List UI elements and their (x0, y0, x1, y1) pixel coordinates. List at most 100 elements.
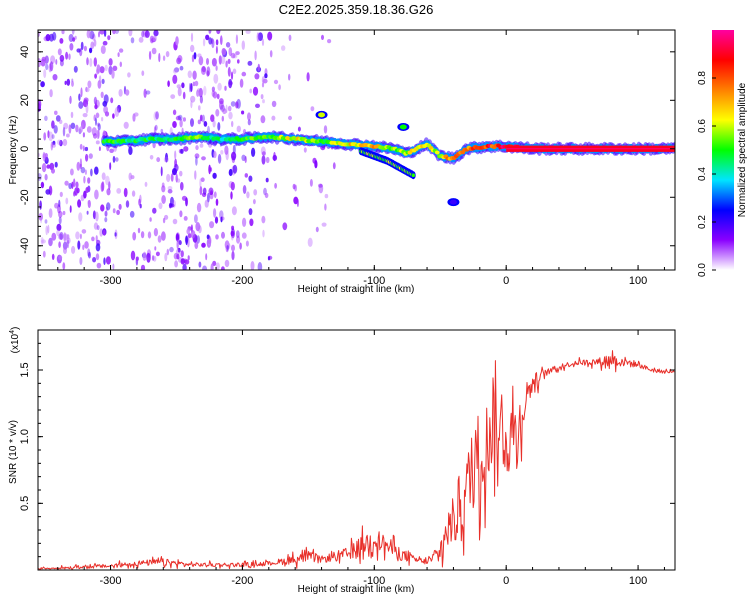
spectrogram-noise-cell (106, 188, 111, 196)
spectrogram-noise-cell (153, 255, 157, 262)
spectrogram-noise-cell (212, 119, 216, 128)
spectrogram-noise-cell (179, 119, 183, 128)
spectrogram-noise-cell (65, 51, 69, 60)
spectrogram-noise-cell (175, 36, 179, 46)
spectrogram-noise-cell (102, 40, 108, 46)
spectrogram-noise-cell (288, 115, 292, 121)
colorbar-tick-label: 0.0 (697, 263, 708, 277)
spectrogram-noise-cell (41, 239, 46, 244)
spectrogram-noise-cell (68, 124, 72, 134)
spectrogram-noise-cell (324, 203, 327, 211)
spectrogram-noise-cell (162, 217, 166, 224)
spectrogram-noise-cell (248, 208, 253, 216)
spectrogram-noise-cell (51, 168, 55, 174)
spectrogram-noise-cell (166, 173, 171, 183)
spectrogram-noise-cell (101, 78, 105, 85)
spectrogram-noise-cell (278, 84, 281, 91)
spectrogram-noise-cell (90, 168, 93, 177)
spectrogram-noise-cell (261, 76, 265, 84)
spectrogram-noise-cell (45, 225, 48, 236)
spectrogram-ridge (101, 110, 675, 207)
spectrogram-noise-cell (250, 261, 255, 270)
spectrogram-noise-cell (198, 56, 204, 66)
spectrogram-noise-cell (221, 48, 227, 56)
spectrogram-noise-cell (69, 205, 72, 213)
spectrogram-noise-cell (242, 217, 247, 227)
spectrogram-noise-cell (164, 252, 168, 262)
snr-x-axis: -300 -200 -100 0 100 (57, 330, 665, 587)
spectrogram-noise-cell (162, 55, 166, 61)
spectrogram-noise-cell (95, 102, 98, 110)
spectrogram-noise-cell (262, 229, 265, 238)
spectrogram-noise-cell (201, 242, 206, 248)
spectrogram-noise-cell (42, 151, 46, 162)
spectrogram-noise-cell (247, 119, 251, 126)
spectrogram-noise-cell (96, 262, 102, 269)
spectrogram-noise-cell (65, 197, 69, 205)
spectrogram-noise-cell (215, 109, 220, 117)
spectrogram-noise-cell (155, 251, 160, 257)
spectrogram-noise-cell (64, 180, 69, 186)
spectrogram-frame (37, 29, 676, 271)
chart-title: C2E2.2025.359.18.36.G26 (279, 2, 434, 17)
spectrogram-noise-cell (271, 115, 276, 121)
spectrogram-noise-cell (110, 97, 114, 104)
spectrogram-noise-cell (179, 65, 184, 71)
spectrogram-noise-cell (161, 185, 166, 193)
spectrogram-noise-cell (220, 216, 223, 223)
spectrogram-noise-cell (88, 153, 93, 159)
spectrogram-noise-cell (96, 64, 101, 74)
spectrogram-noise-cell (219, 100, 224, 110)
spectrogram-noise-cell (192, 70, 197, 80)
spectrogram-noise-cell (41, 56, 46, 62)
spectrogram-noise-cell (327, 39, 332, 44)
spectrogram-noise-cell (236, 235, 241, 244)
spectrogram-noise-cell (208, 30, 212, 35)
spectrogram-noise-cell (70, 111, 74, 119)
spectrogram-noise-cell (109, 162, 112, 171)
spectrogram-noise-cell (261, 82, 265, 88)
spectrogram-noise-cell (58, 199, 61, 208)
spectrogram-noise-cell (245, 240, 249, 247)
spectrogram-noise-cell (199, 178, 202, 188)
spectrogram-noise-cell (93, 39, 97, 47)
spectrogram-noise-cell (210, 190, 213, 196)
spectrogram-noise-cell (55, 115, 61, 122)
spectrogram-noise-cell (63, 122, 69, 130)
spectrogram-noise-cell (70, 122, 76, 129)
spectrogram-noise-cell (239, 242, 242, 250)
spectrogram-noise-cell (235, 51, 240, 56)
spectrogram-noise-cell (323, 125, 328, 134)
spectrogram-noise-cell (183, 216, 188, 221)
spectrogram-noise-cell (210, 263, 214, 270)
spectrogram-noise-cell (248, 175, 253, 182)
x-tick-label: -300 (100, 275, 122, 287)
spectrogram-noise-cell (273, 79, 279, 85)
spectrogram-noise-cell (104, 111, 110, 117)
spectrogram-noise-cell (182, 91, 186, 100)
spectrogram-noise-cell (62, 262, 66, 270)
spectrogram-noise-cell (207, 192, 210, 203)
spectrogram-noise-cell (191, 54, 195, 63)
spectrogram-noise-cell (147, 231, 152, 239)
y-tick-label: 40 (19, 46, 31, 58)
spectrogram-noise-cell (202, 187, 207, 195)
spectrogram-x-label: Height of straight line (km) (298, 284, 415, 295)
spectrogram-noise-cell (242, 185, 247, 194)
spectrogram-noise-cell (182, 263, 187, 270)
spectrogram-noise-cell (205, 253, 208, 261)
spectrogram-noise-cell (199, 143, 204, 148)
spectrogram-noise-cell (213, 73, 219, 84)
spectrogram-noise-cell (265, 177, 269, 183)
spectrogram-noise-cell (225, 150, 229, 161)
spectrogram-noise-cell (84, 241, 89, 249)
spectrogram-noise-cell (194, 80, 199, 87)
spectrogram-noise-cell (205, 34, 210, 41)
spectrogram-noise-cell (196, 202, 202, 213)
spectrogram-noise-cell (246, 191, 250, 199)
spectrogram-noise-cell (71, 245, 76, 254)
spectrogram-noise-cell (109, 148, 114, 153)
spectrogram-noise-cell (95, 211, 99, 222)
spectrogram-noise-cell (66, 133, 70, 138)
spectrogram-noise-cell (194, 241, 199, 249)
